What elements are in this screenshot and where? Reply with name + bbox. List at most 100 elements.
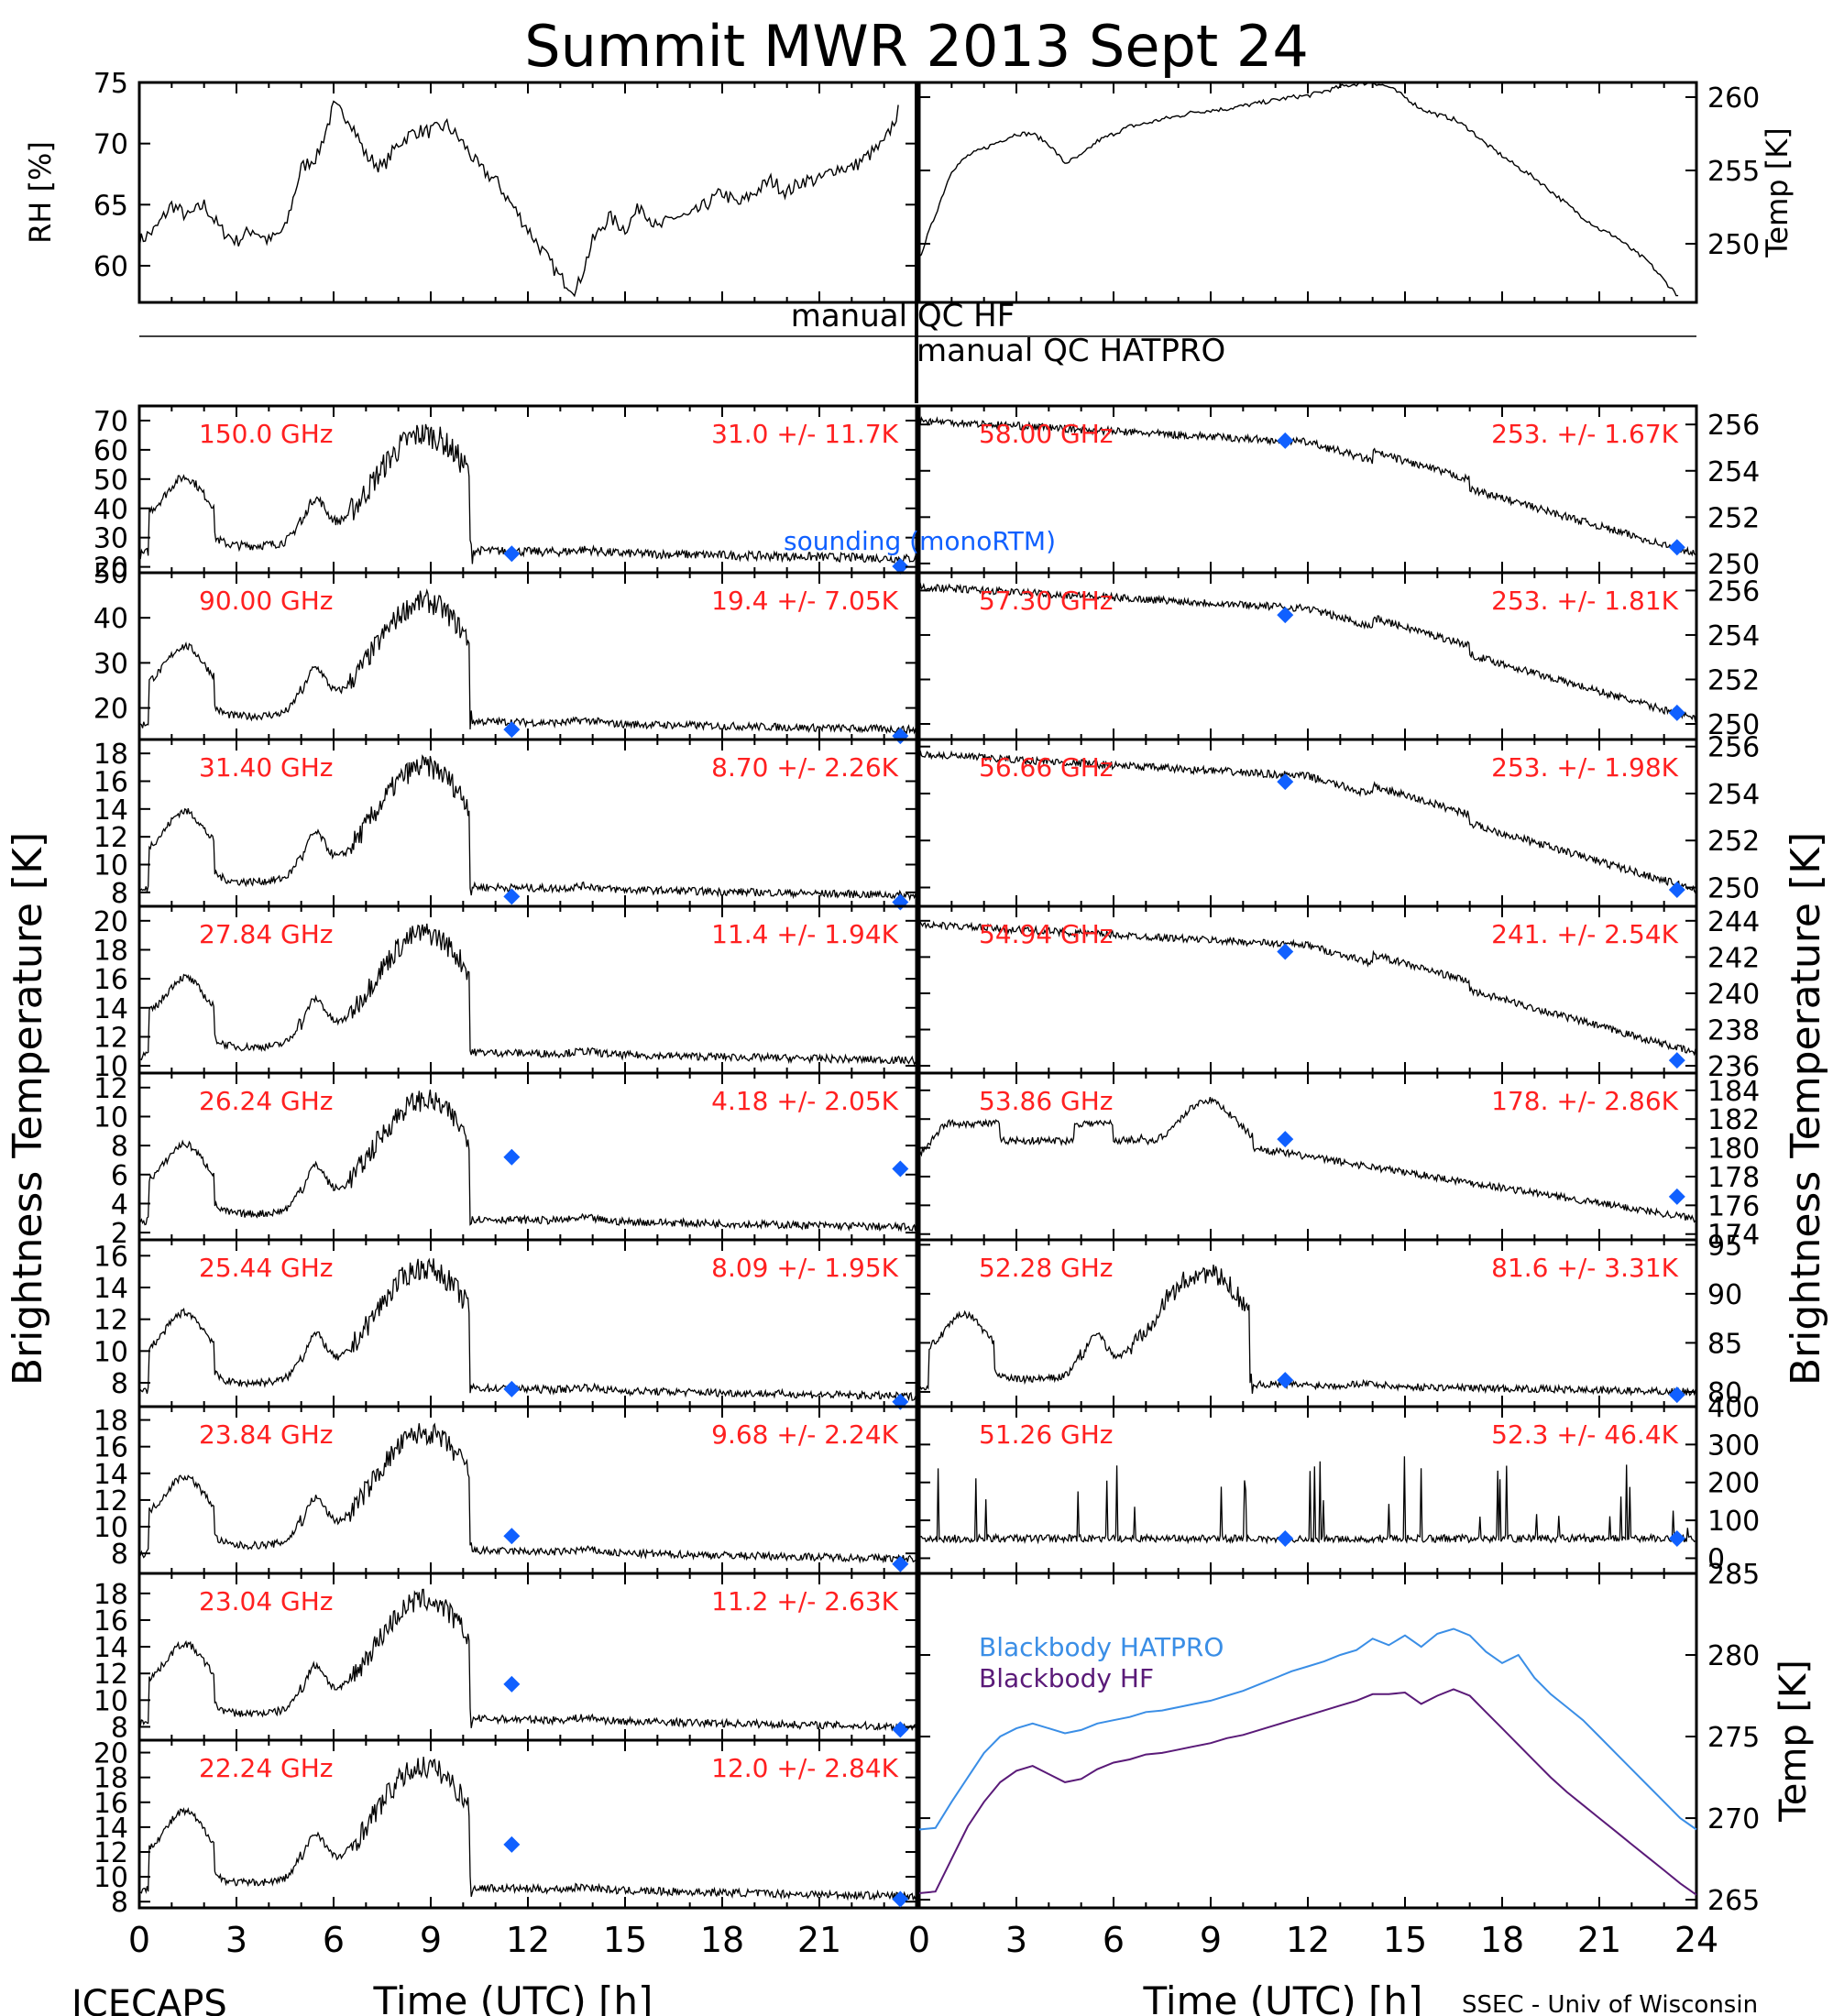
56.66-sounding-point <box>1668 882 1685 899</box>
right-axis-label: Brightness Temperature [K] <box>1783 832 1829 1386</box>
51.26-y-tick-label: 200 <box>1707 1468 1760 1500</box>
150.0-y-tick-label: 50 <box>93 465 128 497</box>
22.24-freq-label: 22.24 GHz <box>199 1753 334 1783</box>
26.24-y-tick-label: 2 <box>111 1218 128 1250</box>
sounding-label: sounding (monoRTM) <box>784 526 1056 556</box>
x-axis-label-left: Time (UTC) [h] <box>373 1978 653 2016</box>
23.84-series-line <box>138 1422 916 1564</box>
56.66-series-line <box>918 750 1697 895</box>
footer-left: ICECAPS <box>71 1983 227 2016</box>
54.94-y-tick-label: 240 <box>1707 979 1760 1011</box>
26.24-sounding-point <box>892 1160 909 1178</box>
31.40-y-tick-label: 18 <box>93 739 128 771</box>
27.84-stat-label: 11.4 +/- 1.94K <box>711 919 898 949</box>
31.40-freq-label: 31.40 GHz <box>199 752 334 783</box>
51.26-stat-label: 52.3 +/- 46.4K <box>1491 1419 1678 1450</box>
58.00-series-line <box>918 416 1697 557</box>
x-tick-label-left: 15 <box>603 1920 647 1960</box>
25.44-y-tick-label: 12 <box>93 1305 128 1337</box>
25.44-y-tick-label: 8 <box>111 1368 128 1400</box>
x-tick-label-right: 12 <box>1286 1920 1330 1960</box>
150.0-sounding-point <box>503 545 521 563</box>
panel-frame <box>917 1572 1698 1910</box>
x-tick-label-right: 6 <box>1103 1920 1125 1960</box>
23.04-y-tick-label: 16 <box>93 1605 128 1638</box>
53.86-y-tick-label: 180 <box>1707 1134 1760 1166</box>
90.00-y-tick-label: 40 <box>93 603 128 635</box>
23.04-sounding-point <box>503 1675 521 1693</box>
air_temp-y-tick-label: 250 <box>1707 229 1760 261</box>
blackbody-legend-1: Blackbody HF <box>979 1663 1154 1693</box>
150.0-y-tick-label: 40 <box>93 494 128 526</box>
150.0-y-tick-label: 30 <box>93 523 128 555</box>
22.24-y-tick-label: 14 <box>93 1813 128 1845</box>
rh-ylabel: RH [%] <box>23 141 58 244</box>
27.84-y-tick-label: 10 <box>93 1051 128 1083</box>
52.28-y-tick-label: 90 <box>1707 1279 1742 1311</box>
150.0-freq-label: 150.0 GHz <box>199 419 334 449</box>
rh-y-tick-label: 75 <box>93 68 128 100</box>
23.84-y-tick-label: 18 <box>93 1406 128 1438</box>
150.0-series-line <box>138 423 917 564</box>
25.44-series-line <box>138 1257 917 1402</box>
23.04-stat-label: 11.2 +/- 2.63K <box>711 1586 898 1616</box>
26.24-sounding-point <box>503 1148 521 1166</box>
31.40-y-tick-label: 10 <box>93 850 128 882</box>
51.26-y-tick-label: 0 <box>1707 1543 1725 1575</box>
23.04-y-tick-label: 10 <box>93 1685 128 1717</box>
31.40-series-line <box>138 754 917 902</box>
51.26-freq-label: 51.26 GHz <box>979 1419 1114 1450</box>
26.24-y-tick-label: 10 <box>93 1101 128 1134</box>
90.00-stat-label: 19.4 +/- 7.05K <box>711 586 898 616</box>
22.24-sounding-point <box>892 1890 909 1908</box>
54.94-sounding-point <box>1277 943 1294 960</box>
x-tick-label-left: 3 <box>225 1920 247 1960</box>
58.00-y-tick-label: 256 <box>1707 410 1760 442</box>
25.44-freq-label: 25.44 GHz <box>199 1253 334 1283</box>
22.24-y-tick-label: 10 <box>93 1862 128 1894</box>
53.86-y-tick-label: 174 <box>1707 1220 1760 1252</box>
x-tick-label-right: 0 <box>908 1920 930 1960</box>
x-tick-label-left: 0 <box>128 1920 150 1960</box>
57.30-y-tick-label: 250 <box>1707 709 1760 741</box>
air_temp-series-line <box>918 81 1679 297</box>
blackbody-y-tick-label: 270 <box>1707 1803 1760 1835</box>
27.84-y-tick-label: 14 <box>93 993 128 1025</box>
150.0-y-tick-label: 20 <box>93 553 128 585</box>
27.84-y-tick-label: 12 <box>93 1022 128 1054</box>
left-axis-label: Brightness Temperature [K] <box>5 832 51 1386</box>
57.30-sounding-point <box>1277 607 1294 624</box>
panel-frame <box>917 81 1698 304</box>
23.04-y-tick-label: 14 <box>93 1632 128 1664</box>
53.86-sounding-point <box>1277 1131 1294 1148</box>
53.86-sounding-point <box>1668 1188 1685 1205</box>
58.00-sounding-point <box>1277 432 1294 449</box>
31.40-y-tick-label: 14 <box>93 794 128 827</box>
panel-54.94: 236 238 240 242 244 54.94 GHz 241. +/- 2.54K <box>917 904 1760 1083</box>
31.40-y-tick-label: 8 <box>111 878 128 910</box>
31.40-y-tick-label: 12 <box>93 822 128 854</box>
51.26-sounding-point <box>1668 1529 1685 1547</box>
rh-series-line <box>138 100 899 298</box>
blackbody-ylabel: Temp [K] <box>1773 1660 1815 1823</box>
54.94-y-tick-label: 238 <box>1707 1015 1760 1047</box>
panel-frame <box>137 81 918 304</box>
23.84-sounding-point <box>503 1528 521 1545</box>
22.24-y-tick-label: 20 <box>93 1738 128 1770</box>
58.00-y-tick-label: 250 <box>1707 549 1760 581</box>
56.66-y-tick-label: 250 <box>1707 872 1760 904</box>
52.28-freq-label: 52.28 GHz <box>979 1253 1114 1283</box>
31.40-stat-label: 8.70 +/- 2.26K <box>711 752 898 783</box>
25.44-sounding-point <box>503 1380 521 1397</box>
23.84-y-tick-label: 8 <box>111 1539 128 1571</box>
x-tick-label-right: 3 <box>1005 1920 1027 1960</box>
23.84-freq-label: 23.84 GHz <box>199 1419 334 1450</box>
150.0-sounding-point <box>892 557 909 575</box>
23.84-sounding-point <box>892 1555 909 1572</box>
blackbody-y-tick-label: 285 <box>1707 1559 1760 1591</box>
22.24-y-tick-label: 18 <box>93 1763 128 1795</box>
